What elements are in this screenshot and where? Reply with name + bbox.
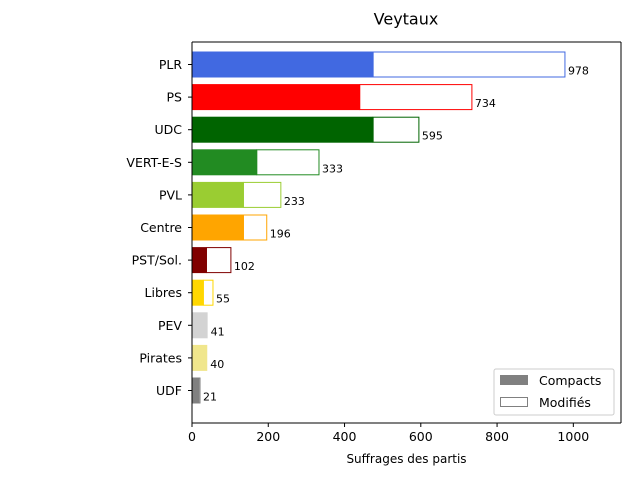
chart-title: Veytaux bbox=[374, 10, 439, 29]
bar-modifies-udf bbox=[198, 377, 201, 404]
y-tick-label-pvl: PVL bbox=[159, 187, 182, 202]
y-tick-label-centre: Centre bbox=[140, 220, 182, 235]
y-axis-ticks: PLR PS UDC VERT-E-S PVL Centre PST/Sol. Libres P… bbox=[126, 57, 192, 398]
y-tick-label-vert-e-s: VERT-E-S bbox=[126, 155, 182, 170]
bar-value-label-libres: 55 bbox=[216, 293, 230, 306]
x-tick-label-200: 200 bbox=[256, 429, 280, 444]
bar-compacts-vert-e-s bbox=[192, 149, 257, 176]
bar-modifies-udc bbox=[372, 116, 420, 143]
y-tick-label-plr: PLR bbox=[159, 57, 183, 72]
bar-modifies-centre bbox=[242, 214, 268, 241]
x-tick-label-800: 800 bbox=[485, 429, 509, 444]
y-tick-label-udc: UDC bbox=[154, 122, 182, 137]
bar-compacts-pst-sol bbox=[192, 247, 207, 274]
x-tick-label-0: 0 bbox=[188, 429, 196, 444]
bar-compacts-pirates bbox=[192, 344, 208, 371]
bar-value-label-pvl: 233 bbox=[284, 195, 305, 208]
y-tick-label-ps: PS bbox=[167, 90, 183, 105]
bar-compacts-centre bbox=[192, 214, 244, 241]
bar-value-label-centre: 196 bbox=[270, 228, 291, 241]
x-tick-label-600: 600 bbox=[409, 429, 433, 444]
legend-label-modifies: Modifiés bbox=[539, 395, 591, 410]
y-tick-label-pev: PEV bbox=[158, 318, 182, 333]
legend-swatch-modifies bbox=[500, 397, 528, 407]
bar-modifies-plr bbox=[372, 51, 566, 78]
bar-value-label-udf: 21 bbox=[203, 391, 217, 404]
bar-compacts-ps bbox=[192, 84, 360, 111]
y-tick-label-pirates: Pirates bbox=[139, 350, 182, 365]
legend: Compacts Modifiés bbox=[493, 368, 615, 416]
y-tick-label-pst-sol: PST/Sol. bbox=[132, 253, 182, 268]
legend-label-compacts: Compacts bbox=[539, 373, 601, 388]
bar-value-label-pev: 41 bbox=[211, 325, 225, 338]
y-tick-label-libres: Libres bbox=[145, 285, 182, 300]
y-tick-label-udf: UDF bbox=[156, 383, 182, 398]
x-axis-label: Suffrages des partis bbox=[346, 452, 466, 466]
bar-modifies-ps bbox=[359, 84, 473, 111]
bar-value-label-plr: 978 bbox=[568, 65, 589, 78]
bar-value-label-pirates: 40 bbox=[210, 358, 224, 371]
x-tick-label-400: 400 bbox=[333, 429, 357, 444]
bar-compacts-libres bbox=[192, 279, 204, 306]
legend-swatch-compacts bbox=[500, 375, 528, 385]
bar-value-label-udc: 595 bbox=[422, 130, 443, 143]
bar-compacts-udc bbox=[192, 116, 374, 143]
bar-value-label-ps: 734 bbox=[475, 97, 496, 110]
bar-compacts-pvl bbox=[192, 181, 244, 208]
bar-value-labels: 978 734 595 333 233 196 102 55 41 40 21 bbox=[203, 65, 589, 404]
bars-layer bbox=[192, 51, 566, 404]
bar-modifies-pvl bbox=[242, 181, 282, 208]
axes bbox=[191, 41, 622, 424]
bar-value-label-pst-sol: 102 bbox=[234, 260, 255, 273]
x-axis-ticks: 0 200 400 600 800 1000 bbox=[188, 423, 589, 444]
bar-value-label-vert-e-s: 333 bbox=[322, 162, 343, 175]
bar-compacts-pev bbox=[192, 312, 208, 339]
bar-modifies-vert-e-s bbox=[256, 149, 320, 176]
bar-modifies-pst-sol bbox=[205, 247, 232, 274]
x-tick-label-1000: 1000 bbox=[557, 429, 589, 444]
bar-compacts-plr bbox=[192, 51, 374, 78]
bar-compacts-udf bbox=[192, 377, 199, 404]
bar-modifies-libres bbox=[202, 279, 214, 306]
